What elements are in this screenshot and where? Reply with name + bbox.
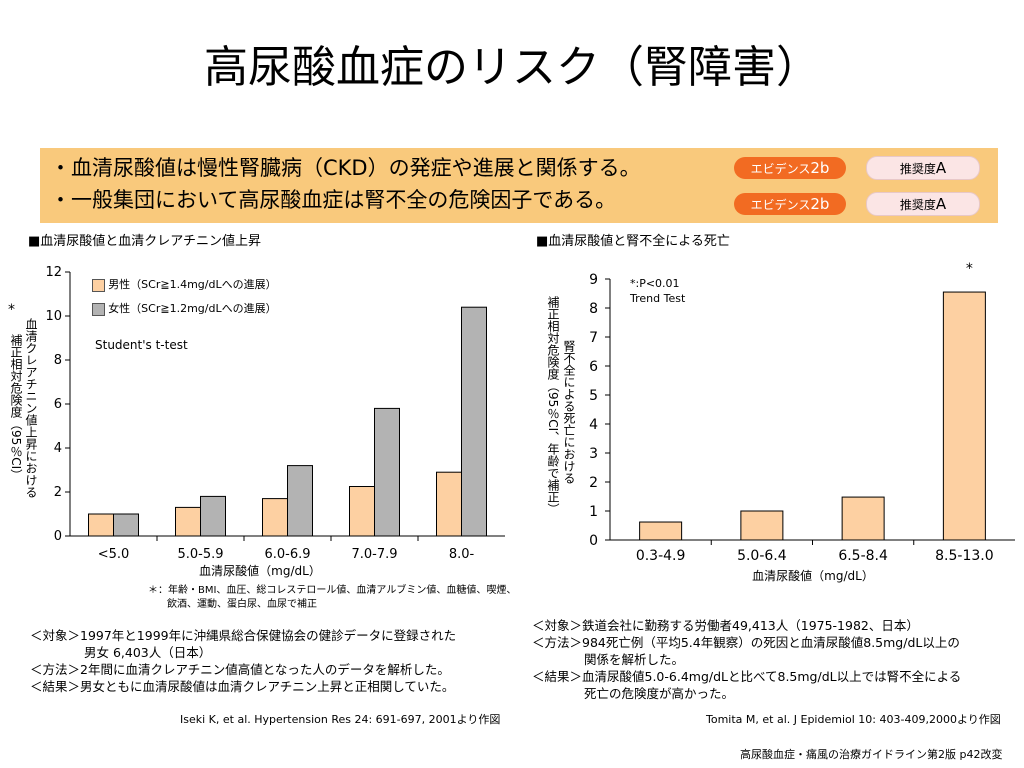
page-title: 高尿酸血症のリスク（腎障害） [204, 42, 820, 93]
legend-item-female: 女性（SCr≧1.2mg/dLへの進展） [92, 302, 277, 326]
recommend-badge-2: 推奨度A [866, 192, 980, 216]
left-y-tick-label: 6 [54, 397, 62, 412]
left-x-tick-label: 7.0-7.9 [351, 547, 397, 562]
left-y-tick-label: 10 [45, 309, 62, 324]
summary-panel: ・血清尿酸値は慢性腎臓病（CKD）の発症や進展と関係する。 エビデンス2b 推奨… [40, 148, 998, 223]
source-credit: 高尿酸血症・痛風の治療ガイドライン第2版 p42改変 [740, 748, 1003, 761]
right-ylabel-main: 腎不全による死亡における [562, 340, 576, 484]
left-bar-male [349, 486, 375, 537]
recommend-badge-1: 推奨度A [866, 156, 980, 180]
right-note-2: ＜方法＞984死亡例（平均5.4年観察）の死因と血清尿酸値8.5mg/dL以上の [532, 635, 960, 650]
right-x-tick-label: 5.0-6.4 [737, 548, 787, 564]
left-bar-chart: 0 2 4 6 8 10 12 <5.0 5.0-5.9 6.0-6.9 7.0-7.9 8.0- [45, 265, 505, 562]
right-significance-marker: * [966, 262, 973, 277]
right-bar [639, 521, 683, 541]
left-x-tick-label: 5.0-5.9 [177, 547, 223, 562]
right-y-tick-label: 7 [589, 330, 598, 346]
left-x-tick-label: <5.0 [98, 547, 130, 562]
legend-label-female: 女性（SCr≧1.2mg/dLへの進展） [108, 302, 277, 315]
left-bar-female [374, 407, 400, 537]
right-y-tick-label: 3 [589, 446, 598, 462]
left-note-2: 男女 6,403人（日本） [84, 645, 212, 660]
left-bar-female [287, 465, 313, 537]
right-bar [942, 291, 986, 541]
right-note-3: 関係を解析した。 [584, 652, 685, 667]
left-legend: 男性（SCr≧1.4mg/dLへの進展） 女性（SCr≧1.2mg/dLへの進展… [92, 278, 277, 326]
left-bar-female [461, 306, 487, 537]
right-y-tick-label: 1 [589, 504, 598, 520]
right-bar [740, 510, 784, 541]
right-sig-note: *:P<0.01 [630, 277, 680, 290]
right-y-tick-label: 0 [589, 533, 598, 549]
right-x-tick-label: 6.5-8.4 [838, 548, 888, 564]
left-heading: ■血清尿酸値と血清クレアチニン値上昇 [28, 234, 262, 249]
left-note-3: ＜方法＞2年間に血清クレアチニン値高値となった人のデータを解析した。 [30, 662, 450, 677]
left-x-tick-label: 6.0-6.9 [264, 547, 310, 562]
left-citation: Iseki K, et al. Hypertension Res 24: 691… [180, 713, 501, 726]
right-y-tick-label: 6 [589, 359, 598, 375]
left-bar-male [88, 513, 114, 537]
legend-swatch-male [92, 278, 105, 292]
left-note-1: ＜対象＞1997年と1999年に沖縄県総合保健協会の健診データに登録された [30, 628, 457, 643]
left-bar-female [113, 513, 139, 537]
left-y-tick-label: 12 [45, 265, 62, 280]
left-bar-male [262, 498, 288, 537]
left-ylabel-main: 血清クレアチニン値上昇における [24, 318, 38, 498]
right-y-tick-label: 5 [589, 388, 598, 404]
right-note-1: ＜対象＞鉄道会社に勤務する労働者49,413人（1975-1982、日本） [532, 618, 919, 633]
left-bar-male [175, 506, 201, 537]
right-citation: Tomita M, et al. J Epidemiol 10: 403-409… [706, 713, 1001, 726]
right-note-5: 死亡の危険度が高かった。 [584, 686, 735, 701]
evidence-badge-2: エビデンス2b [734, 193, 846, 215]
right-test-note: Trend Test [630, 292, 686, 305]
left-y-tick-label: 8 [54, 353, 62, 368]
right-y-tick-label: 4 [589, 417, 598, 433]
summary-line-2: ・一般集団において高尿酸血症は腎不全の危険因子である。 [50, 188, 617, 212]
right-xlabel: 血清尿酸値（mg/dL） [752, 569, 874, 583]
left-bar-female [200, 495, 226, 537]
left-y-tick-label: 4 [54, 441, 62, 456]
left-test-note: Student's t-test [95, 338, 188, 352]
right-x-tick-label: 0.3-4.9 [636, 548, 686, 564]
left-x-tick-label: 8.0- [449, 547, 475, 562]
left-ylabel-sub: 補正相対危険度（95％CI） [9, 334, 23, 482]
left-footnote-1: ＊：年齢・BMI、血圧、総コレステロール値、血清アルブミン値、血糖値、喫煙、 [148, 585, 517, 596]
left-asterisk: * [8, 302, 15, 318]
right-heading: ■血清尿酸値と腎不全による死亡 [536, 234, 730, 249]
right-ylabel-sub: 補正相対危険度（95％CI、年齢で補正） [546, 296, 560, 516]
right-y-tick-label: 8 [589, 301, 598, 317]
left-bar-male [436, 471, 462, 537]
left-y-tick-label: 0 [54, 529, 62, 544]
summary-line-1: ・血清尿酸値は慢性腎臓病（CKD）の発症や進展と関係する。 [50, 156, 641, 180]
right-bar [841, 496, 885, 541]
left-note-4: ＜結果＞男女ともに血清尿酸値は血清クレアチニン上昇と正相関していた。 [30, 679, 455, 694]
legend-label-male: 男性（SCr≧1.4mg/dLへの進展） [108, 278, 277, 291]
right-bar-chart: 0 1 2 3 4 5 6 7 8 9 0.3-4.9 5.0-6.4 6.5-8.4 8.5-13.0 * [589, 262, 1015, 564]
right-y-tick-label: 2 [589, 475, 598, 491]
legend-swatch-female [92, 302, 105, 316]
legend-item-male: 男性（SCr≧1.4mg/dLへの進展） [92, 278, 277, 302]
right-note-4: ＜結果＞血清尿酸値5.0-6.4mg/dLと比べて8.5mg/dL以上では腎不全… [532, 669, 962, 684]
left-xlabel: 血清尿酸値（mg/dL） [199, 564, 321, 578]
right-y-tick-label: 9 [589, 272, 598, 288]
left-footnote-2: 飲酒、運動、蛋白尿、血尿で補正 [167, 599, 317, 610]
evidence-badge-1: エビデンス2b [734, 157, 846, 179]
left-y-tick-label: 2 [54, 485, 62, 500]
right-x-tick-label: 8.5-13.0 [935, 548, 994, 564]
